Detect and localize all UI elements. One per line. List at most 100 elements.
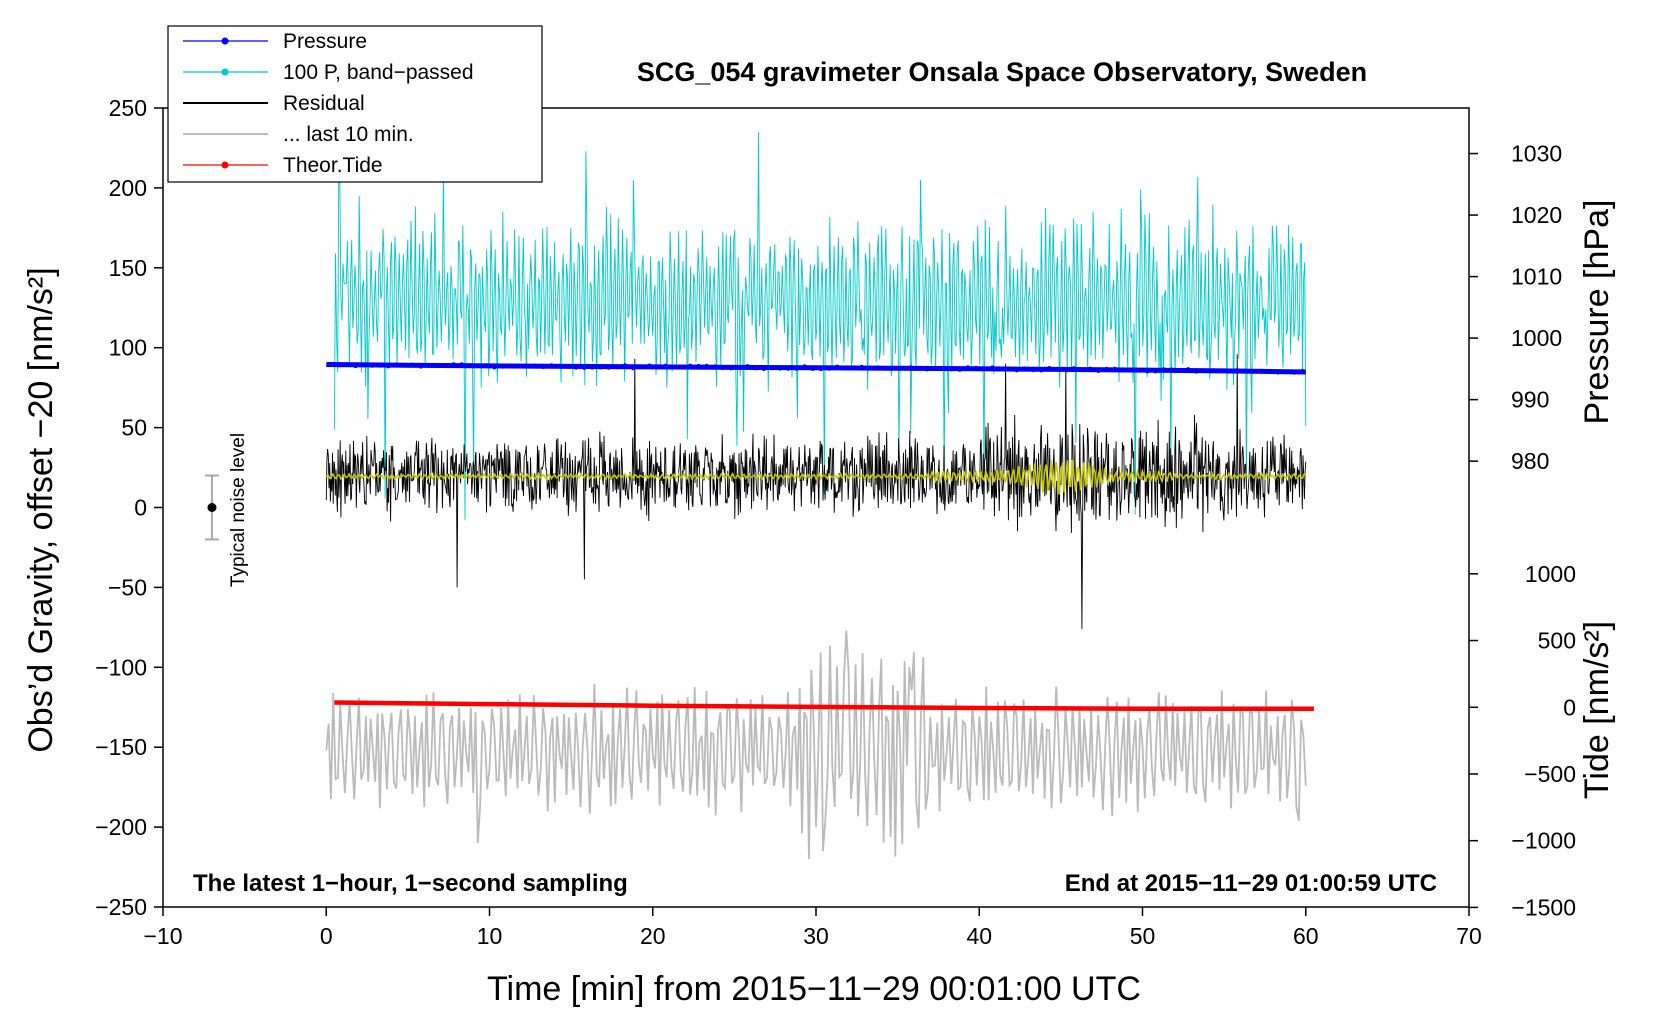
pressure-point bbox=[1022, 366, 1028, 371]
pressure-point bbox=[475, 363, 481, 368]
note-right: End at 2015−11−29 01:00:59 UTC bbox=[1065, 870, 1437, 897]
pressure-point bbox=[957, 367, 962, 372]
pressure-point bbox=[386, 364, 391, 369]
pressure-point bbox=[598, 365, 603, 370]
x-tick-label: 50 bbox=[1130, 923, 1156, 949]
pressure-point bbox=[1137, 367, 1142, 372]
pressure-tick-label: 1000 bbox=[1511, 325, 1562, 351]
pressure-point bbox=[859, 364, 864, 370]
pressure-point bbox=[671, 365, 677, 370]
y-tick-label: −200 bbox=[95, 814, 147, 840]
x-tick-label: 70 bbox=[1456, 923, 1482, 949]
pressure-point bbox=[1210, 368, 1215, 373]
x-tick-label: 20 bbox=[640, 923, 666, 949]
pressure-point bbox=[622, 363, 628, 368]
pressure-point bbox=[745, 364, 750, 369]
pressure-point bbox=[1235, 368, 1240, 373]
x-axis: −10 0 10 20 30 40 50 60 70 bbox=[143, 907, 1482, 949]
pressure-point bbox=[508, 363, 513, 369]
pressure-point bbox=[549, 363, 554, 368]
pressure-point bbox=[647, 363, 652, 368]
pressure-point bbox=[916, 365, 921, 371]
tide-tick-label: 0 bbox=[1563, 694, 1576, 720]
pressure-point bbox=[737, 365, 742, 370]
pressure-point bbox=[1030, 367, 1036, 373]
pressure-point bbox=[1055, 367, 1060, 372]
y-tick-label: 250 bbox=[109, 95, 147, 121]
legend-label: ... last 10 min. bbox=[283, 123, 414, 146]
pressure-point bbox=[704, 363, 709, 369]
pressure-point bbox=[345, 362, 350, 367]
legend-label: Pressure bbox=[283, 30, 367, 53]
pressure-point bbox=[851, 365, 856, 370]
pressure-point bbox=[1120, 368, 1126, 373]
pressure-point bbox=[614, 364, 619, 370]
pressure-point bbox=[973, 365, 979, 371]
pressure-point bbox=[492, 365, 497, 370]
pressure-point bbox=[712, 364, 717, 369]
legend-marker bbox=[221, 68, 229, 76]
pressure-tick-label: 1030 bbox=[1511, 141, 1562, 167]
pressure-point bbox=[998, 366, 1003, 372]
y-tick-label: 200 bbox=[109, 175, 147, 201]
pressure-point bbox=[1243, 368, 1248, 373]
pressure-point bbox=[443, 363, 448, 368]
y-tick-label: −100 bbox=[95, 654, 147, 680]
pressure-point bbox=[402, 363, 407, 368]
pressure-point bbox=[459, 362, 464, 367]
series-theoretical-tide bbox=[334, 700, 1314, 712]
pressure-point bbox=[679, 365, 685, 370]
pressure-point bbox=[500, 364, 505, 369]
pressure-point bbox=[1218, 368, 1224, 374]
pressure-point bbox=[353, 363, 358, 369]
pressure-point bbox=[1292, 370, 1297, 375]
pressure-point bbox=[981, 366, 987, 372]
note-left: The latest 1−hour, 1−second sampling bbox=[193, 870, 628, 897]
pressure-point bbox=[484, 363, 489, 368]
pressure-point bbox=[467, 363, 473, 368]
legend-marker bbox=[221, 37, 229, 45]
series-band-passed-pressure bbox=[333, 131, 1307, 520]
pressure-point bbox=[1112, 366, 1117, 372]
x-axis-title: Time [min] from 2015−11−29 00:01:00 UTC bbox=[487, 970, 1141, 1008]
tide-tick-label: 1000 bbox=[1525, 561, 1576, 587]
pressure-point bbox=[818, 366, 824, 372]
pressure-point bbox=[761, 366, 766, 371]
tide-tick-label: −500 bbox=[1524, 761, 1576, 787]
y-axis-title: Obs’d Gravity, offset −20 [nm/s²] bbox=[22, 267, 60, 752]
pressure-tick-label: 990 bbox=[1511, 387, 1549, 413]
series-pressure bbox=[326, 362, 1306, 375]
pressure-point bbox=[1194, 369, 1199, 374]
pressure-point bbox=[908, 365, 913, 370]
pressure-point bbox=[631, 365, 636, 371]
y-tick-label: 0 bbox=[134, 495, 147, 521]
pressure-point bbox=[786, 366, 791, 371]
pressure-point bbox=[949, 367, 954, 372]
pressure-point bbox=[451, 362, 456, 367]
pressure-point bbox=[1079, 367, 1085, 373]
pressure-point bbox=[826, 366, 832, 371]
x-tick-label: 30 bbox=[803, 923, 829, 949]
pressure-point bbox=[369, 363, 375, 368]
y-tick-label: 150 bbox=[109, 255, 147, 281]
pressure-point bbox=[1275, 370, 1281, 375]
pressure-point bbox=[377, 363, 383, 368]
noise-dot bbox=[207, 503, 217, 512]
pressure-point bbox=[590, 365, 595, 370]
pressure-point bbox=[1039, 368, 1044, 373]
pressure-point bbox=[1226, 369, 1232, 374]
pressure-point bbox=[1071, 366, 1077, 371]
tide-tick-label: −1500 bbox=[1511, 894, 1576, 920]
pressure-point bbox=[1186, 367, 1191, 372]
tide-axis: −1500 −1000 −500 0 500 1000 bbox=[1469, 561, 1576, 920]
pressure-point bbox=[328, 361, 334, 367]
pressure-point bbox=[663, 363, 668, 368]
pressure-point bbox=[361, 362, 366, 368]
pressure-point bbox=[884, 366, 889, 371]
y-tick-label: −150 bbox=[95, 734, 147, 760]
pressure-point bbox=[1267, 369, 1273, 374]
x-tick-label: 40 bbox=[966, 923, 992, 949]
pressure-point bbox=[688, 363, 693, 368]
pressure-point bbox=[418, 364, 424, 369]
pressure-point bbox=[1104, 366, 1109, 372]
